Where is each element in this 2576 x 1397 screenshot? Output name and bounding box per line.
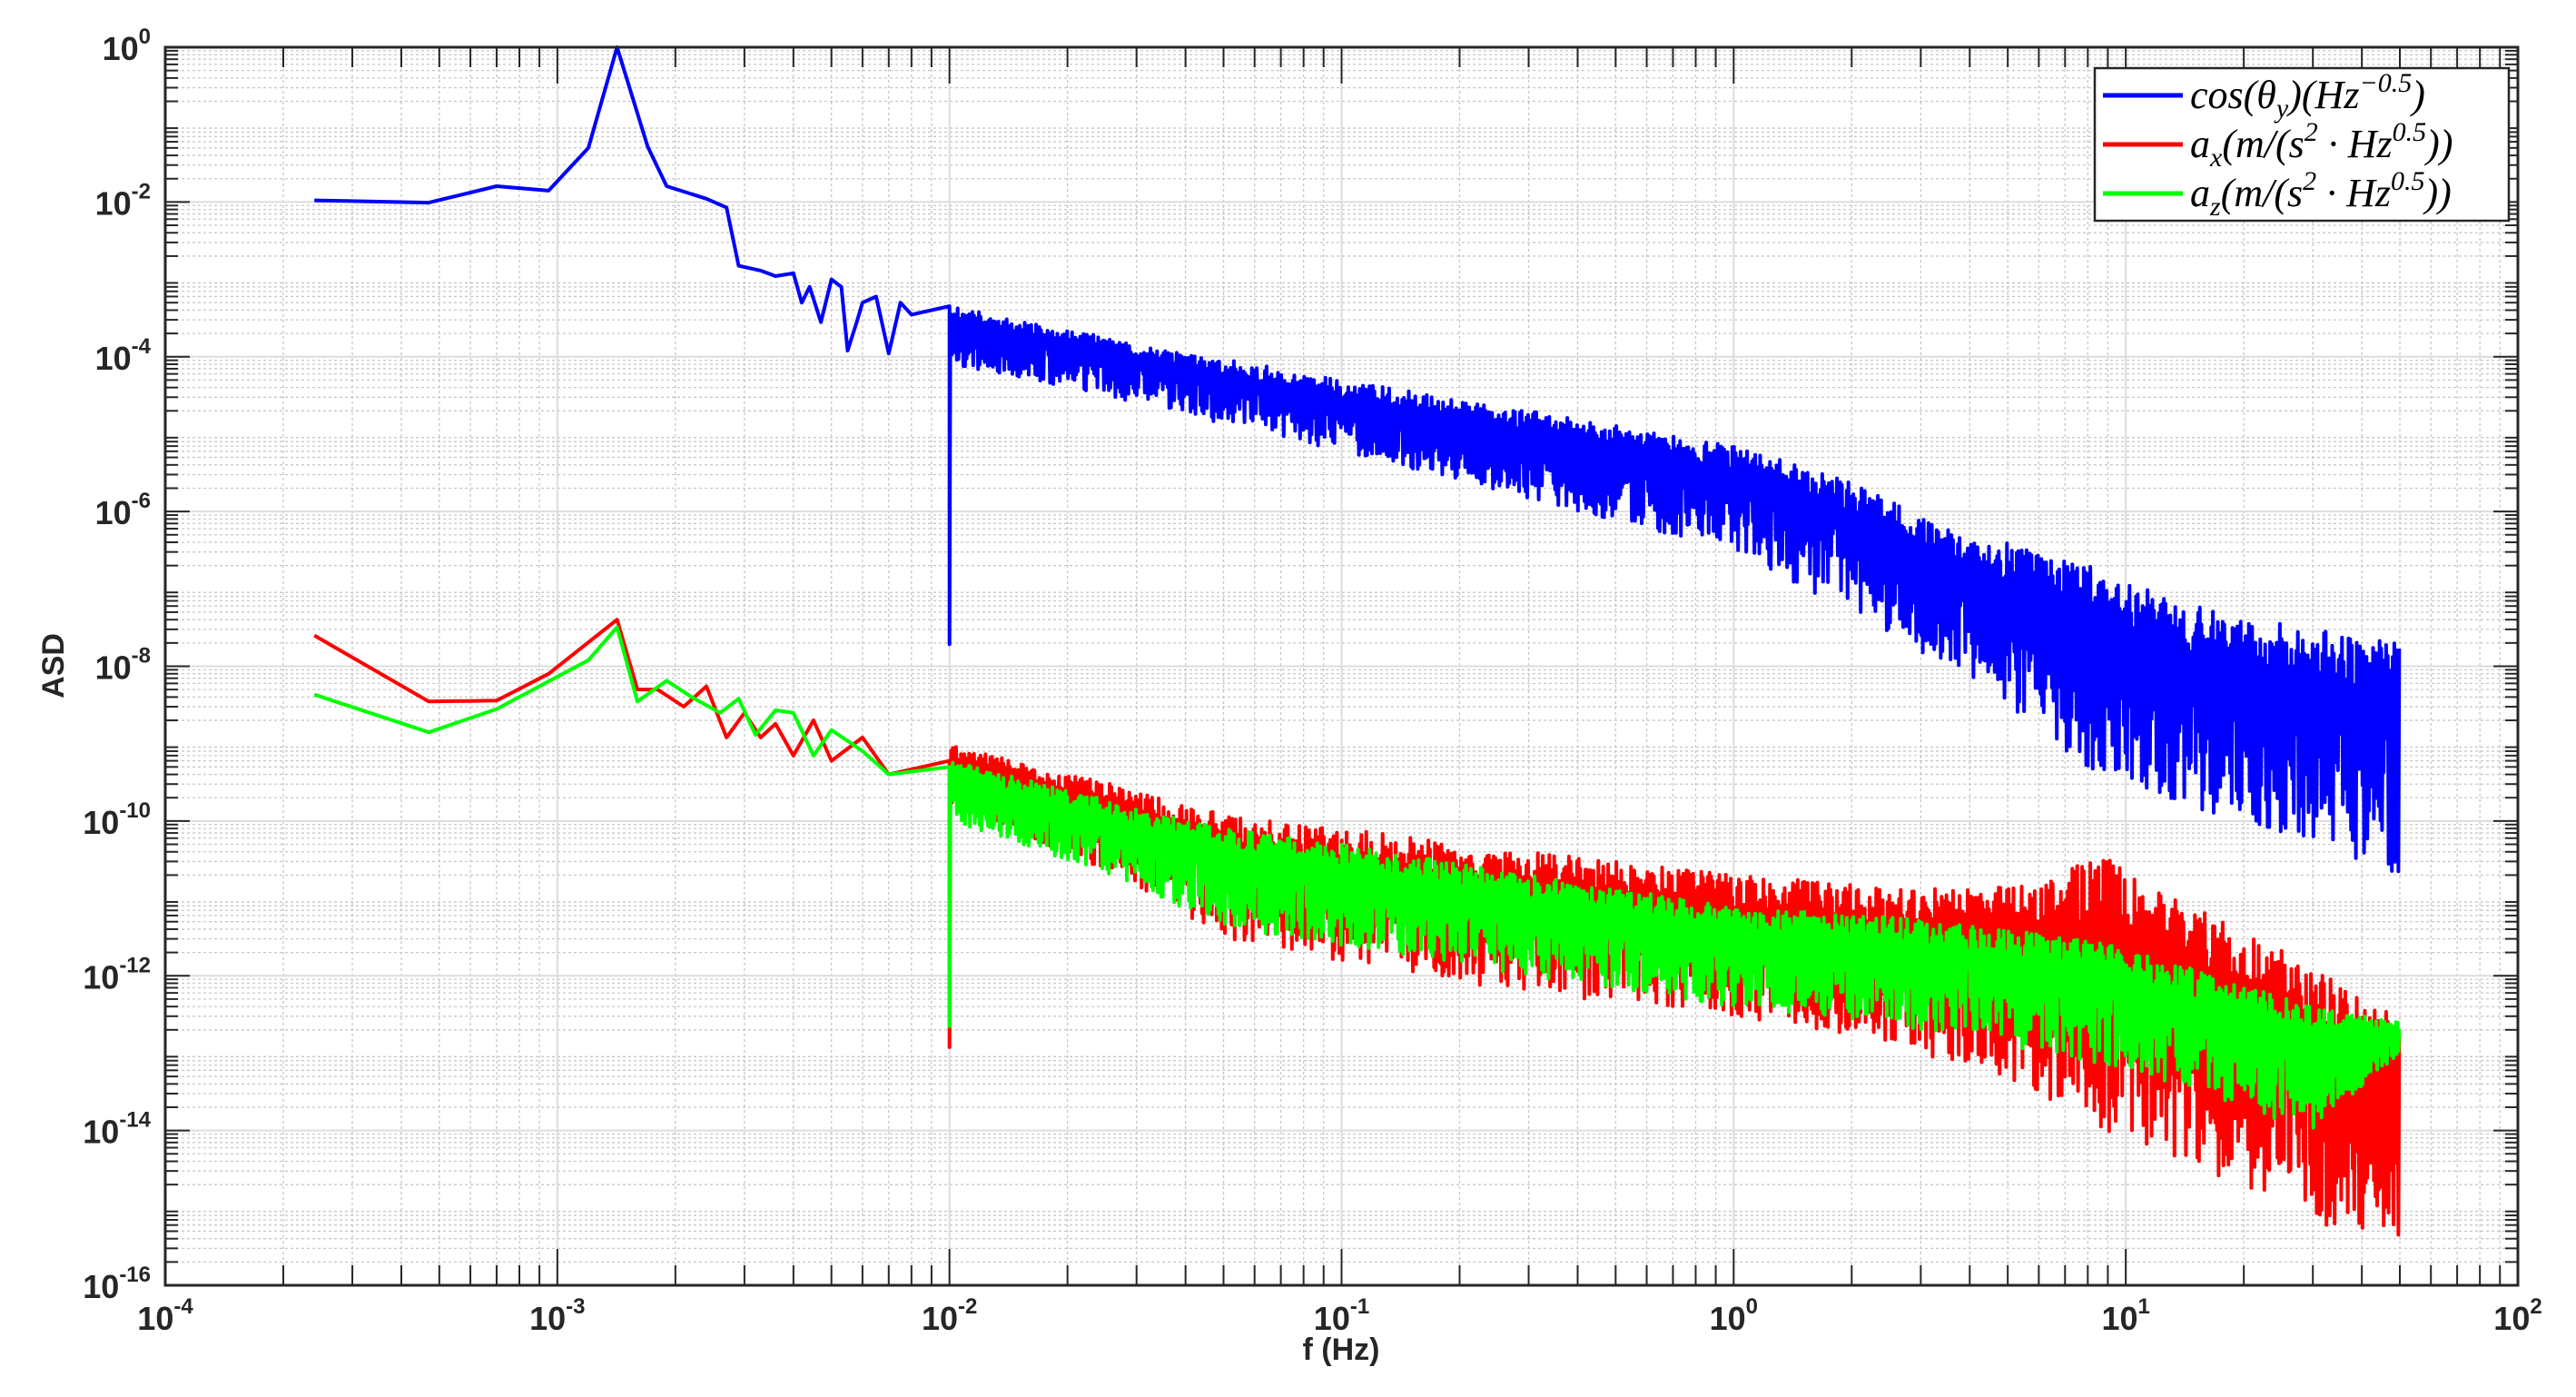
legend-item-3[interactable]: az(m/(s2 · Hz0.5)) [2103,166,2452,222]
y-tick-label: 10-12 [83,953,151,996]
legend-label: ax(m/(s2 · Hz0.5)) [2190,117,2453,173]
minor-gridlines [165,47,2518,1285]
y-tick-label: 10-16 [83,1263,151,1305]
legend-label: cos(θy)(Hz−0.5) [2190,68,2425,124]
legend-label: az(m/(s2 · Hz0.5)) [2190,166,2452,222]
y-axis-label: ASD [36,633,71,698]
x-tick-label: 10-1 [1314,1294,1369,1337]
x-tick-labels: 10-4 10-3 10-2 10-1 100 101 102 [137,1294,2541,1337]
legend-item-2[interactable]: ax(m/(s2 · Hz0.5)) [2103,117,2453,173]
series-line-3 [313,625,2402,1130]
legend-item-1[interactable]: cos(θy)(Hz−0.5) [2103,68,2425,124]
data-series [313,45,2402,1237]
y-tick-label: 10-14 [83,1108,151,1151]
y-tick-label: 10-6 [95,489,151,531]
x-axis-label: f (Hz) [1303,1333,1380,1367]
legend[interactable]: cos(θy)(Hz−0.5)ax(m/(s2 · Hz0.5))az(m/(s… [2093,66,2511,223]
series-line-1 [314,45,2402,874]
axes-box [163,45,2520,1287]
